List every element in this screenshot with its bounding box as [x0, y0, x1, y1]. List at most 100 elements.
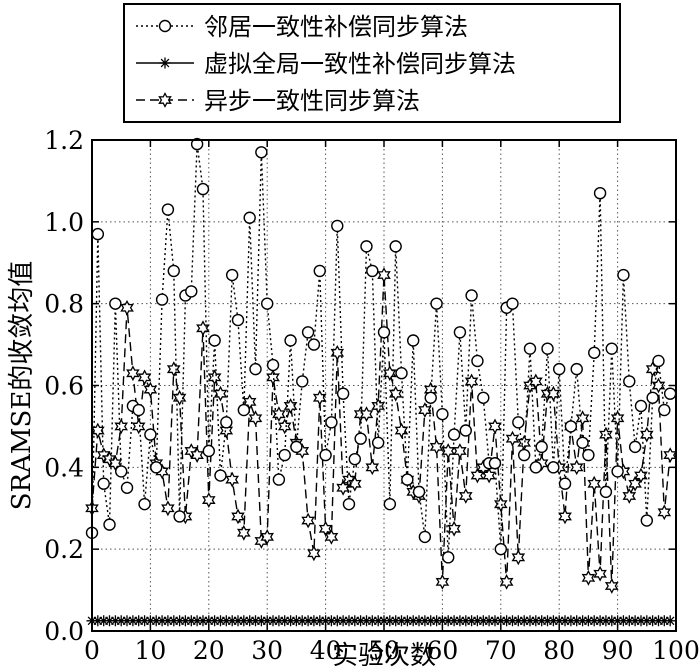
x-tick-label: 90 — [602, 636, 634, 665]
data-point — [237, 524, 251, 541]
series-1 — [85, 137, 677, 564]
data-point — [623, 375, 636, 388]
data-point — [162, 615, 174, 627]
data-point — [482, 467, 496, 484]
data-point — [576, 436, 589, 449]
data-point — [425, 615, 437, 627]
data-point — [273, 615, 285, 627]
data-point — [266, 358, 280, 372]
data-point — [260, 529, 274, 545]
data-point — [331, 615, 343, 627]
y-tick-label: 1.2 — [44, 126, 84, 155]
data-point — [318, 520, 333, 537]
data-point — [313, 264, 326, 278]
data-point — [144, 615, 156, 627]
data-point — [401, 473, 414, 486]
axis-ticks: 0 10 20 30 40 50 60 70 80 90 100 0.0 0.2 0.4 0.6 0.8 1.0… — [44, 126, 700, 665]
data-point — [407, 334, 420, 347]
data-point — [495, 615, 507, 627]
data-point — [173, 510, 186, 523]
data-point — [231, 313, 245, 327]
data-point — [360, 240, 373, 253]
data-point — [383, 365, 397, 382]
data-point — [652, 354, 665, 368]
data-point — [359, 406, 374, 422]
data-point — [523, 342, 537, 355]
legend-marker — [158, 92, 172, 108]
data-point — [600, 615, 612, 627]
data-point — [307, 545, 321, 562]
data-point — [114, 465, 128, 478]
data-point — [307, 338, 321, 351]
x-tick-label: 50 — [368, 636, 400, 665]
data-point — [442, 551, 455, 564]
data-point — [103, 518, 116, 531]
data-point — [617, 268, 630, 282]
data-point — [150, 461, 163, 474]
data-point — [324, 529, 339, 545]
data-point — [366, 615, 378, 627]
legend-label: 虚拟全局一致性补偿同步算法 — [204, 50, 516, 78]
data-point — [388, 385, 403, 402]
data-point — [529, 461, 543, 474]
data-point — [354, 432, 367, 445]
data-point — [464, 373, 479, 390]
data-point — [407, 615, 419, 627]
data-point — [617, 615, 629, 627]
x-tick-label: 10 — [134, 636, 166, 665]
data-point — [121, 615, 133, 627]
legend-marker — [159, 57, 171, 69]
data-point — [507, 615, 518, 627]
data-point — [658, 615, 670, 627]
data-point — [190, 137, 204, 151]
y-tick-label: 0.6 — [44, 372, 84, 401]
data-point — [511, 549, 526, 566]
data-point — [413, 615, 425, 627]
data-point — [237, 403, 251, 417]
data-point — [435, 574, 450, 590]
data-point — [179, 615, 191, 627]
data-point — [547, 461, 560, 474]
data-point — [272, 406, 286, 422]
data-point — [167, 264, 180, 278]
data-point — [208, 334, 221, 347]
data-point — [424, 391, 437, 404]
y-axis-label: SRAMSE的收敛均值 — [7, 261, 37, 511]
data-point — [301, 512, 315, 529]
series-3 — [85, 267, 677, 594]
data-point — [460, 615, 472, 627]
data-point — [330, 344, 345, 361]
data-point — [575, 410, 590, 427]
data-point — [278, 448, 291, 462]
data-point — [331, 219, 344, 233]
legend-entry: 异步一致性同步算法 — [136, 87, 420, 115]
data-point — [546, 385, 561, 402]
data-point — [541, 342, 554, 355]
data-point — [634, 399, 648, 413]
y-tick-label: 0.2 — [44, 535, 84, 564]
data-point — [203, 615, 215, 627]
data-point — [517, 448, 531, 462]
data-point — [651, 377, 666, 394]
data-point — [238, 615, 250, 627]
data-point — [283, 398, 298, 414]
data-point — [430, 297, 443, 310]
data-point — [255, 615, 267, 627]
data-point — [120, 481, 134, 494]
data-point — [401, 615, 413, 627]
data-point — [277, 418, 292, 435]
data-point — [657, 504, 672, 521]
series-layer — [85, 137, 677, 627]
data-point — [488, 457, 502, 470]
data-point — [431, 615, 443, 627]
data-point — [248, 410, 263, 427]
data-point — [114, 418, 128, 435]
data-point — [166, 361, 181, 377]
data-point — [664, 615, 676, 627]
data-point — [296, 615, 308, 627]
data-point — [219, 422, 234, 439]
data-point — [663, 447, 677, 463]
data-point — [92, 615, 104, 627]
series-line — [91, 274, 671, 587]
